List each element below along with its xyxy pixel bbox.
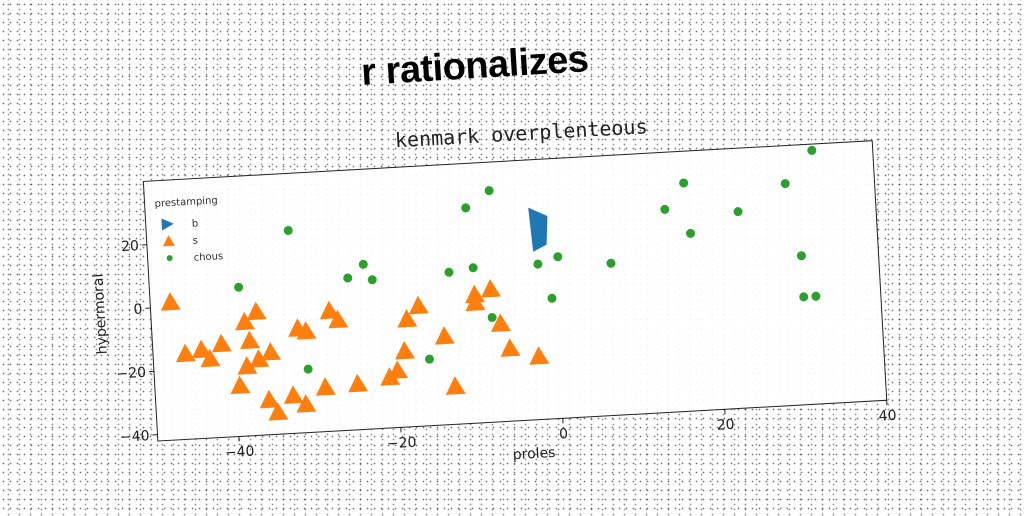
plot-area (143, 141, 886, 441)
x-tick-label: 20 (716, 417, 735, 434)
x-tick-label: −20 (386, 435, 416, 453)
y-tick-label: −20 (116, 365, 146, 383)
x-tick-label: 0 (559, 426, 569, 442)
x-axis-label: proles (512, 445, 556, 463)
x-tick-label: −40 (225, 444, 255, 462)
y-tick-label: 20 (121, 238, 140, 255)
legend-label-b: b (191, 218, 198, 229)
x-tick-label: 40 (878, 408, 897, 425)
y-tick-label: −40 (120, 428, 150, 446)
y-tick-label: 0 (133, 302, 143, 318)
y-axis-label: hypermoral (90, 273, 110, 354)
chart-title: kenmark overplenteous (394, 114, 648, 152)
legend-label-s: s (192, 235, 198, 246)
legend-label-chous: chous (193, 251, 223, 264)
